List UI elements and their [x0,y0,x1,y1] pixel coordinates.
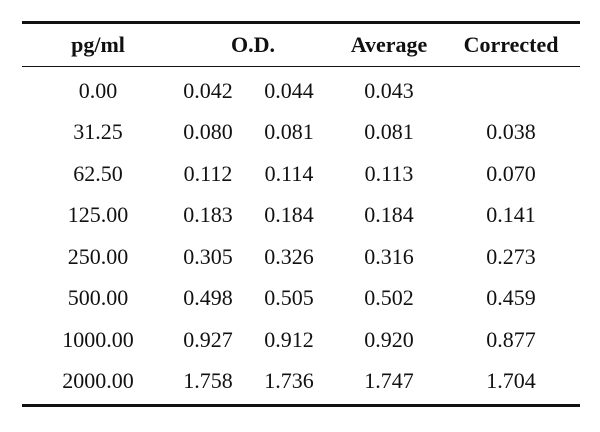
cell-od-1: 0.498 [183,285,233,311]
cell-od-1: 0.042 [183,77,233,103]
header-od: O.D. [231,32,275,57]
table-row: 31.25 0.080 0.081 0.081 0.038 [22,112,580,154]
cell-average: 0.043 [364,77,414,103]
table-bottom-rule [22,404,580,407]
table-header-row: pg/ml O.D. Average Corrected [22,24,580,66]
header-concentration: pg/ml [71,32,125,57]
cell-od-2: 0.326 [264,243,314,269]
table-row: 0.00 0.042 0.044 0.043 [22,70,580,112]
cell-concentration: 62.50 [73,160,123,186]
table-header-rule [22,66,580,67]
cell-corrected: 0.070 [486,160,536,186]
cell-od-1: 0.183 [183,202,233,228]
cell-od-2: 0.114 [264,160,314,186]
cell-od-2: 0.505 [264,285,314,311]
cell-concentration: 1000.00 [62,326,134,352]
header-average: Average [350,32,428,57]
cell-average: 0.081 [364,119,414,145]
cell-od-1: 0.927 [183,326,233,352]
cell-corrected [451,70,571,112]
cell-corrected: 0.038 [486,119,536,145]
table-row: 2000.00 1.758 1.736 1.747 1.704 [22,361,580,403]
cell-corrected: 0.877 [486,326,536,352]
cell-average: 0.184 [364,202,414,228]
cell-concentration: 500.00 [67,285,129,311]
cell-corrected: 0.273 [486,243,536,269]
cell-average: 0.920 [364,326,414,352]
cell-od-1: 1.758 [183,368,233,394]
cell-od-1: 0.080 [183,119,233,145]
standard-curve-table: pg/ml O.D. Average Corrected 0.00 0.042 … [22,21,580,407]
cell-od-1: 0.112 [183,160,233,186]
cell-concentration: 31.25 [73,119,123,145]
cell-average: 0.113 [364,160,414,186]
cell-od-2: 0.912 [264,326,314,352]
cell-od-2: 0.081 [264,119,314,145]
header-corrected: Corrected [463,32,559,57]
cell-average: 1.747 [364,368,414,394]
table-row: 500.00 0.498 0.505 0.502 0.459 [22,278,580,320]
cell-od-2: 1.736 [264,368,314,394]
table-row: 250.00 0.305 0.326 0.316 0.273 [22,236,580,278]
cell-od-2: 0.044 [264,77,314,103]
cell-od-2: 0.184 [264,202,314,228]
table-row: 62.50 0.112 0.114 0.113 0.070 [22,153,580,195]
table-body: 0.00 0.042 0.044 0.043 31.25 0.080 0.081… [22,67,580,404]
cell-average: 0.316 [364,243,414,269]
cell-concentration: 125.00 [67,202,129,228]
cell-average: 0.502 [364,285,414,311]
cell-concentration: 2000.00 [62,368,134,394]
cell-concentration: 0.00 [78,77,118,103]
cell-corrected: 0.459 [486,285,536,311]
cell-od-1: 0.305 [183,243,233,269]
cell-corrected: 1.704 [486,368,536,394]
table-row: 1000.00 0.927 0.912 0.920 0.877 [22,319,580,361]
table-top-rule [22,21,580,24]
cell-corrected: 0.141 [486,202,536,228]
cell-concentration: 250.00 [67,243,129,269]
table-row: 125.00 0.183 0.184 0.184 0.141 [22,195,580,237]
